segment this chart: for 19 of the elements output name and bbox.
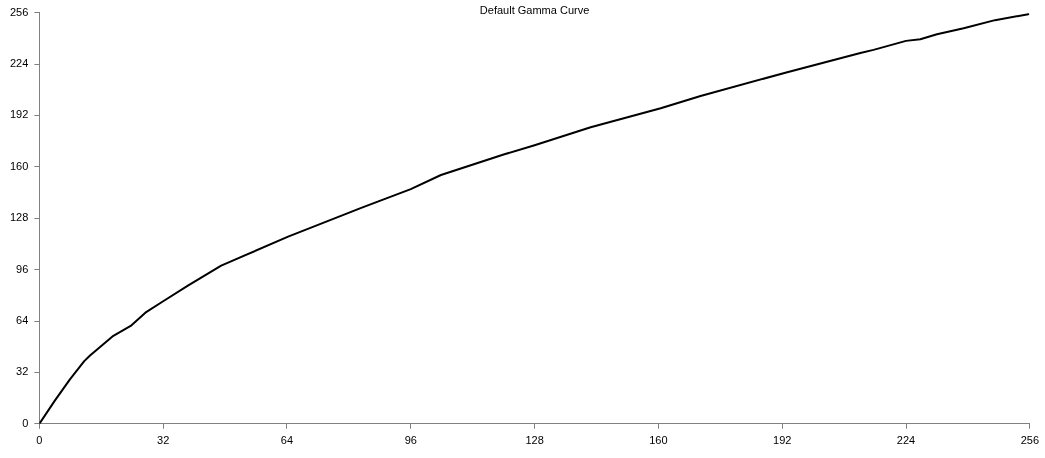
x-tick-label: 192 xyxy=(773,434,792,447)
x-tick-label: 0 xyxy=(36,434,43,447)
x-tick-label: 64 xyxy=(280,434,294,447)
x-tick-label: 96 xyxy=(404,434,417,447)
y-tick-label: 224 xyxy=(9,57,29,70)
x-tick-label: 224 xyxy=(896,434,916,447)
x-tick-label: 256 xyxy=(1020,434,1039,447)
y-tick-label: 256 xyxy=(9,5,29,18)
y-tick-label: 96 xyxy=(16,262,29,275)
x-tick-label: 32 xyxy=(157,434,170,447)
y-tick-label: 64 xyxy=(16,314,29,327)
y-tick-label: 192 xyxy=(9,108,29,121)
x-tick-label: 160 xyxy=(649,434,668,447)
x-tick-label: 128 xyxy=(525,434,544,447)
y-tick-label: 32 xyxy=(16,365,29,378)
y-tick-label: 0 xyxy=(22,416,29,429)
y-tick-label: 160 xyxy=(9,159,29,172)
y-tick-label: 128 xyxy=(9,211,29,224)
chart-title: Default Gamma Curve xyxy=(479,3,590,16)
